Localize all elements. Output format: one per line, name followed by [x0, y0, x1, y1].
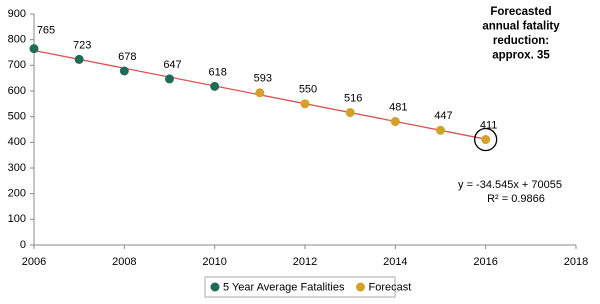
- x-tick-label: 2010: [202, 256, 226, 268]
- data-point: [165, 74, 174, 84]
- data-label: 550: [299, 84, 317, 96]
- y-tick-label: 200: [8, 188, 26, 200]
- y-tick-label: 400: [8, 136, 26, 148]
- x-tick-label: 2016: [473, 256, 497, 268]
- data-label: 593: [254, 73, 272, 85]
- data-point: [390, 117, 400, 127]
- x-tick-label: 2006: [22, 256, 46, 268]
- data-point: [300, 99, 310, 109]
- data-point: [255, 88, 265, 98]
- legend-marker: [356, 282, 365, 292]
- legend-label: 5 Year Average Fatalities: [223, 281, 345, 293]
- y-tick-label: 300: [8, 162, 26, 174]
- annotation: reduction:: [493, 35, 549, 47]
- data-label: 678: [118, 51, 136, 63]
- data-label: 516: [344, 92, 362, 104]
- highlight-ring: [474, 127, 498, 152]
- data-label: 618: [208, 66, 226, 78]
- y-tick-label: 600: [8, 85, 26, 97]
- data-point: [210, 81, 220, 91]
- data-label: 647: [163, 59, 181, 71]
- data-label: 481: [389, 101, 407, 113]
- x-tick-label: 2008: [112, 256, 136, 268]
- y-tick-label: 100: [8, 213, 26, 225]
- annotation: annual fatality: [482, 21, 560, 33]
- annotation: approx. 35: [492, 50, 550, 62]
- legend-marker: [210, 282, 220, 292]
- y-tick-label: 900: [8, 8, 26, 20]
- data-label: 447: [434, 110, 452, 122]
- data-label: 765: [37, 25, 55, 37]
- data-point: [345, 108, 355, 118]
- legend-label: Forecast: [369, 281, 412, 293]
- data-point: [481, 135, 491, 145]
- x-tick-label: 2014: [383, 256, 407, 268]
- data-point: [436, 125, 445, 135]
- y-tick-label: 0: [20, 239, 26, 251]
- trendline-r2: R² = 0.9866: [487, 193, 545, 205]
- x-tick-label: 2018: [564, 256, 588, 268]
- annotation: Forecasted: [490, 6, 551, 18]
- y-tick-label: 800: [8, 34, 26, 46]
- y-tick-label: 500: [8, 111, 26, 123]
- x-tick-label: 2012: [293, 256, 317, 268]
- data-point: [74, 54, 84, 64]
- legend-box: [204, 276, 396, 298]
- data-label: 723: [73, 39, 91, 51]
- trendline-equation: y = -34.545x + 70055: [458, 179, 562, 191]
- data-point: [29, 44, 39, 54]
- data-point: [119, 66, 129, 76]
- y-tick-label: 700: [8, 59, 26, 71]
